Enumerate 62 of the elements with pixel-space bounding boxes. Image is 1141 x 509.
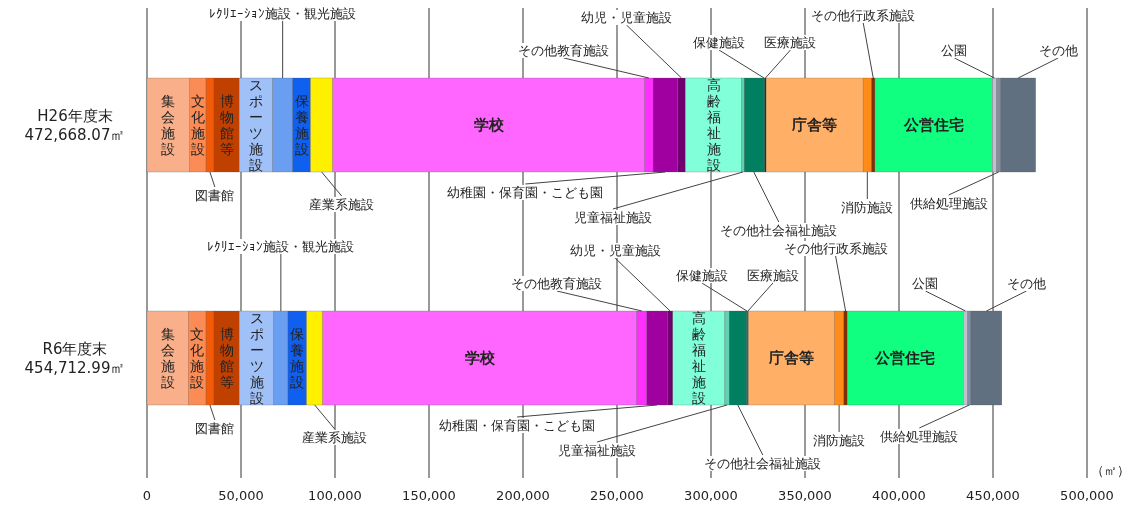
series-label: 産業系施設 — [309, 197, 375, 212]
text: 保養施設 — [290, 326, 305, 390]
text: 集会施設 — [161, 93, 176, 157]
y-tick-label: H26年度末 472,668.07㎡ — [24, 107, 126, 144]
x-tick-label: 100,000 — [308, 488, 362, 503]
text: 保健施設 — [693, 35, 746, 50]
text: その他社会福祉施設 — [720, 223, 838, 238]
text: その他社会福祉施設 — [704, 456, 822, 471]
series-label: 公営住宅 — [874, 349, 936, 367]
x-tick-label: 500,000 — [1060, 488, 1114, 503]
x-tick-label: 350,000 — [778, 488, 832, 503]
x-tick-label: 200,000 — [496, 488, 550, 503]
text: 供給処理施設 — [880, 429, 959, 444]
text: 幼児・児童施設 — [569, 243, 661, 258]
text: 保健施設 — [675, 268, 728, 283]
text: その他行政系施設 — [811, 8, 916, 23]
text: 公営住宅 — [903, 116, 964, 134]
x-tick-label: 150,000 — [402, 488, 456, 503]
series-label: 庁舎等 — [767, 349, 814, 367]
series-label: 学校 — [473, 116, 505, 134]
text: その他行政系施設 — [783, 241, 888, 256]
text: 消防施設 — [841, 200, 894, 215]
x-tick-label: 250,000 — [590, 488, 644, 503]
text: 文化施設 — [190, 326, 205, 390]
series-label: 高齢福祉施設 — [706, 77, 721, 173]
x-tick-label: 50,000 — [218, 488, 264, 503]
x-tick-label: 300,000 — [684, 488, 738, 503]
text: 消防施設 — [813, 433, 866, 448]
text: 公園 — [941, 43, 968, 58]
text: 幼児・児童施設 — [580, 10, 672, 25]
series-label: 供給処理施設 — [909, 196, 988, 211]
series-label: 集会施設 — [160, 326, 175, 390]
series-label: スポーツ施設 — [249, 77, 264, 173]
text: その他 — [1006, 276, 1046, 291]
x-tick-label: 0 — [142, 488, 152, 503]
series-label: 博物館等 — [219, 93, 234, 157]
series-label: 図書館 — [195, 188, 235, 203]
text: その他教育施設 — [511, 276, 603, 291]
text: 産業系施設 — [302, 430, 368, 445]
series-label: その他 — [1038, 43, 1078, 58]
text: 庁舎等 — [792, 116, 838, 134]
text: 学校 — [464, 349, 495, 367]
x-axis-title: （㎡） — [1090, 463, 1130, 478]
text: 博物館等 — [219, 326, 234, 390]
x-tick-label: 450,000 — [966, 488, 1020, 503]
text: 幼稚園・保育園・こども園 — [439, 418, 596, 433]
text: ﾚｸﾘｴｰｼｮﾝ施設・観光施設 — [209, 6, 357, 21]
text: 児童福祉施設 — [558, 443, 637, 458]
x-tick-label: 400,000 — [872, 488, 926, 503]
text: 図書館 — [195, 421, 235, 436]
y-tick-label: R6年度末 454,712.99㎡ — [24, 340, 126, 377]
series-label: 文化施設 — [190, 93, 205, 157]
text: 幼稚園・保育園・こども園 — [447, 185, 604, 200]
text: 医療施設 — [764, 35, 817, 50]
text: スポーツ施設 — [249, 310, 264, 406]
text: 児童福祉施設 — [573, 210, 652, 225]
text: その他教育施設 — [518, 43, 610, 58]
text: 医療施設 — [746, 268, 799, 283]
text: ﾚｸﾘｴｰｼｮﾝ施設・観光施設 — [207, 239, 355, 254]
series-label: 保養施設 — [294, 93, 309, 157]
text: 高齢福祉施設 — [691, 310, 706, 406]
text: 公園 — [912, 276, 939, 291]
